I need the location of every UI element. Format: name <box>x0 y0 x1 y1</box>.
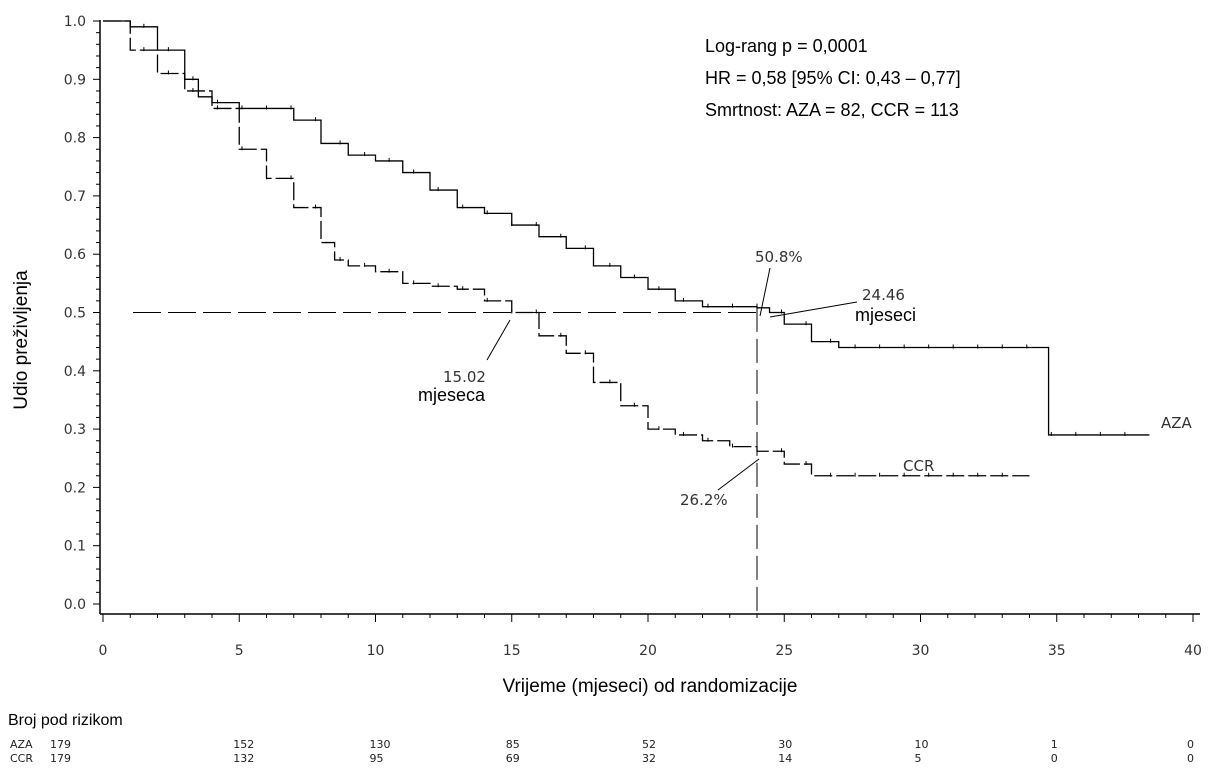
risk-cell: 52 <box>642 738 656 751</box>
x-tick-label: 25 <box>775 643 793 659</box>
annot-ccr-median-value: 15.02 <box>443 368 486 386</box>
risk-cell: 179 <box>50 738 71 751</box>
risk-cell: 10 <box>915 738 929 751</box>
annot-aza-median-pointer <box>769 301 858 318</box>
series-label-aza: AZA <box>1161 414 1193 432</box>
risk-cell: 5 <box>915 752 922 765</box>
y-axis-ticks: 0.0 0.1 0.2 0.3 0.4 0.5 0.6 0.7 0.8 0.9 1.0 <box>64 14 100 613</box>
stats-line-2: HR = 0,58 [95% CI: 0,43 – 0,77] <box>705 68 961 88</box>
stats-line-1: Log-rang p = 0,0001 <box>705 36 868 56</box>
stats-line-3: Smrtnost: AZA = 82, CCR = 113 <box>705 100 959 120</box>
risk-cell: 152 <box>233 738 254 751</box>
annot-ccr-median-pointer <box>486 319 511 361</box>
series-line-aza <box>103 20 1150 436</box>
risk-cell: 30 <box>778 738 792 751</box>
risk-row-label: AZA <box>10 738 33 751</box>
y-tick-label: 0.8 <box>64 131 86 147</box>
x-axis-title: Vrijeme (mjeseci) od randomizacije <box>503 676 798 697</box>
risk-cell: 130 <box>370 738 391 751</box>
y-tick-label: 0.0 <box>64 597 86 613</box>
risk-cell: 32 <box>642 752 656 765</box>
annot-ccr-median-unit: mjeseca <box>418 385 486 405</box>
x-tick-label: 0 <box>99 643 108 659</box>
risk-cell: 1 <box>1051 738 1058 751</box>
y-tick-label: 1.0 <box>64 14 86 30</box>
x-axis-ticks: 0 5 10 15 20 25 30 35 40 <box>99 614 1202 659</box>
series-label-ccr: CCR <box>903 457 934 475</box>
y-tick-label: 0.4 <box>64 364 86 380</box>
x-tick-label: 35 <box>1048 643 1066 659</box>
risk-table-title: Broj pod rizikom <box>8 712 123 729</box>
annot-aza-at-24: 50.8% <box>755 248 803 266</box>
risk-cell: 14 <box>778 752 792 765</box>
y-tick-label: 0.5 <box>64 306 86 322</box>
risk-cell: 179 <box>50 752 71 765</box>
y-tick-label: 0.7 <box>64 189 86 205</box>
x-tick-label: 15 <box>503 643 521 659</box>
risk-cell: 95 <box>370 752 384 765</box>
risk-cell: 85 <box>506 738 520 751</box>
y-tick-label: 0.1 <box>64 539 86 555</box>
risk-cell: 0 <box>1051 752 1058 765</box>
y-tick-label: 0.6 <box>64 247 86 263</box>
x-tick-label: 10 <box>367 643 385 659</box>
series-layer <box>103 20 1150 477</box>
reference-lines <box>133 307 758 614</box>
annot-aza-median-unit: mjeseci <box>855 305 916 325</box>
annot-ccr-at-24-pointer <box>717 458 760 491</box>
y-tick-label: 0.3 <box>64 422 86 438</box>
x-tick-label: 20 <box>639 643 657 659</box>
annot-aza-at-24-pointer <box>759 267 771 317</box>
y-tick-label: 0.2 <box>64 480 86 496</box>
annot-ccr-at-24: 26.2% <box>680 491 728 509</box>
risk-cell: 0 <box>1187 752 1194 765</box>
y-axis-title: Udio preživljenja <box>11 270 32 410</box>
x-tick-label: 40 <box>1184 643 1202 659</box>
y-tick-label: 0.9 <box>64 72 86 88</box>
risk-cell: 69 <box>506 752 520 765</box>
annot-aza-median-value: 24.46 <box>862 286 905 304</box>
x-tick-label: 30 <box>912 643 930 659</box>
risk-row-label: CCR <box>10 752 33 765</box>
series-line-ccr <box>103 20 1030 477</box>
risk-cell: 0 <box>1187 738 1194 751</box>
x-tick-label: 5 <box>235 643 244 659</box>
risk-cell: 132 <box>233 752 254 765</box>
